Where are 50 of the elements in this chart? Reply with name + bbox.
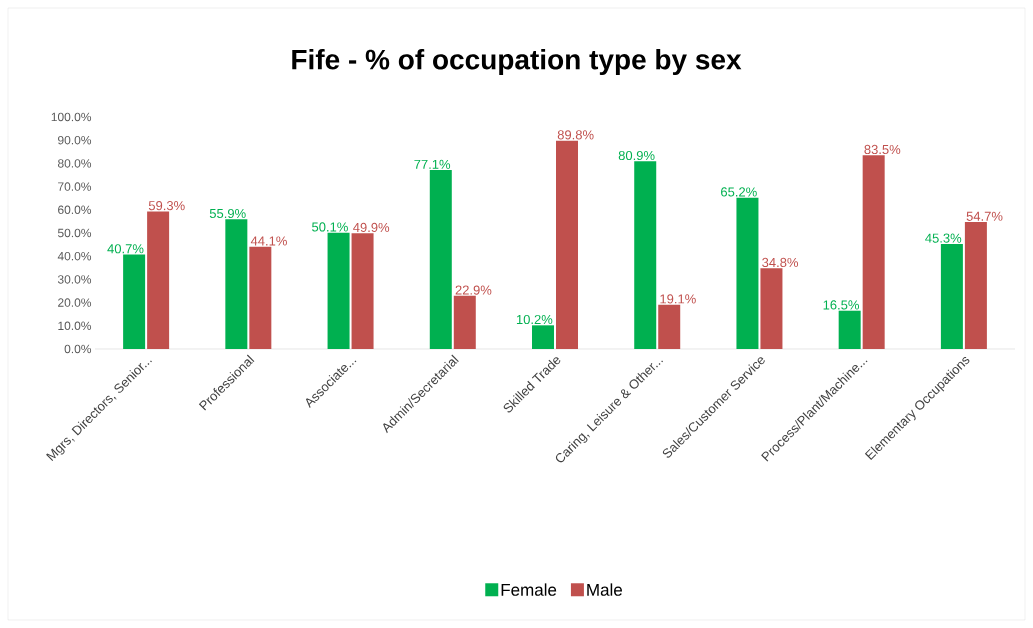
data-label: 40.7%	[107, 244, 144, 254]
data-label: 16.5%	[823, 300, 860, 310]
y-tick-label: 40.0%	[57, 251, 92, 261]
bar	[225, 219, 248, 349]
data-label: 89.8%	[557, 130, 594, 140]
bar	[940, 243, 963, 349]
bar	[838, 310, 861, 349]
data-label: 34.8%	[762, 257, 799, 268]
bar	[249, 246, 272, 349]
data-label: 22.9%	[455, 285, 492, 295]
bar	[123, 254, 146, 349]
bar	[964, 222, 987, 349]
data-label: 80.9%	[618, 150, 655, 161]
data-label: 44.1%	[250, 236, 287, 246]
chart-title: Fife - % of occupation type by sex	[292, 48, 742, 76]
bar	[532, 325, 555, 349]
bar	[453, 295, 476, 349]
y-tick-label: 10.0%	[58, 321, 92, 331]
data-label: 65.2%	[721, 187, 757, 197]
y-tick-label: 60.0%	[58, 205, 92, 215]
data-label: 54.7%	[966, 211, 1003, 221]
bar	[634, 161, 657, 349]
bar	[760, 268, 783, 349]
bar	[862, 155, 885, 349]
data-label: 10.2%	[516, 314, 553, 325]
y-tick-label: 20.0%	[58, 298, 92, 307]
data-label: 45.3%	[925, 233, 962, 243]
data-label: 59.3%	[148, 201, 185, 211]
y-tick-label: 100.0%	[51, 112, 92, 122]
data-label: 83.5%	[864, 144, 901, 155]
y-tick-label: 0.0%	[64, 344, 92, 354]
bar	[351, 233, 374, 349]
bar	[327, 232, 350, 349]
bar	[147, 211, 170, 349]
legend-label: Male	[587, 583, 623, 596]
data-label: 50.1%	[312, 222, 348, 232]
bar	[736, 197, 759, 349]
bar	[658, 304, 681, 349]
y-tick-label: 30.0%	[57, 275, 92, 284]
y-tick-label: 50.0%	[57, 228, 92, 238]
legend-label: Female	[501, 583, 557, 596]
y-tick-label: 80.0%	[57, 159, 92, 168]
data-label: 49.9%	[353, 222, 390, 233]
y-tick-label: 90.0%	[58, 135, 92, 145]
bar	[429, 170, 452, 349]
data-label: 55.9%	[209, 208, 246, 219]
bar	[556, 140, 578, 349]
data-label: 77.1%	[414, 159, 451, 169]
data-label: 19.1%	[660, 294, 696, 304]
y-tick-label: 70.0%	[58, 182, 92, 191]
